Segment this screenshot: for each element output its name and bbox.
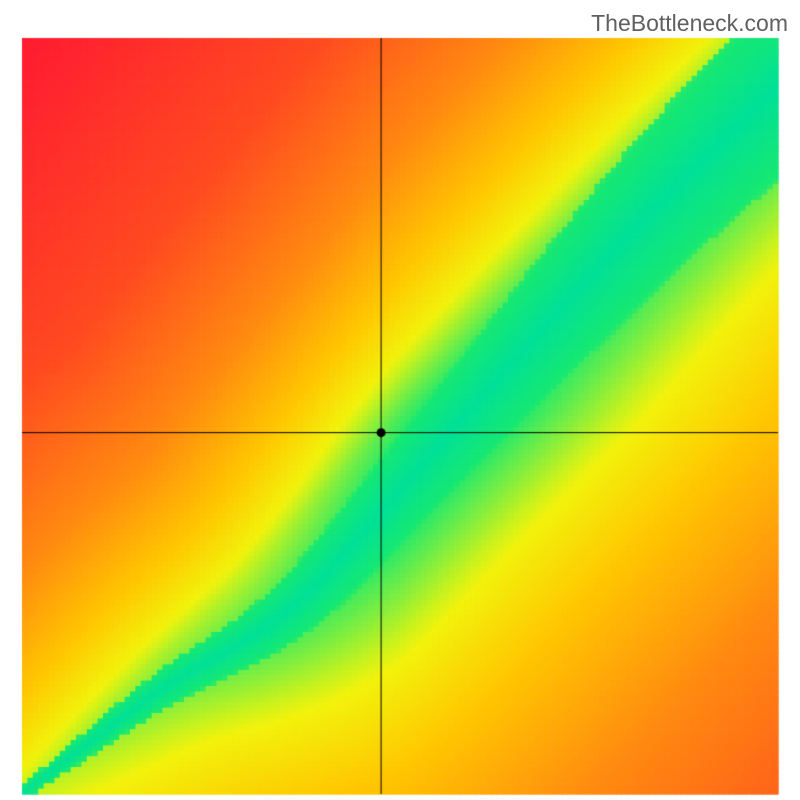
watermark-text: TheBottleneck.com xyxy=(591,10,788,37)
bottleneck-heatmap xyxy=(0,0,800,800)
